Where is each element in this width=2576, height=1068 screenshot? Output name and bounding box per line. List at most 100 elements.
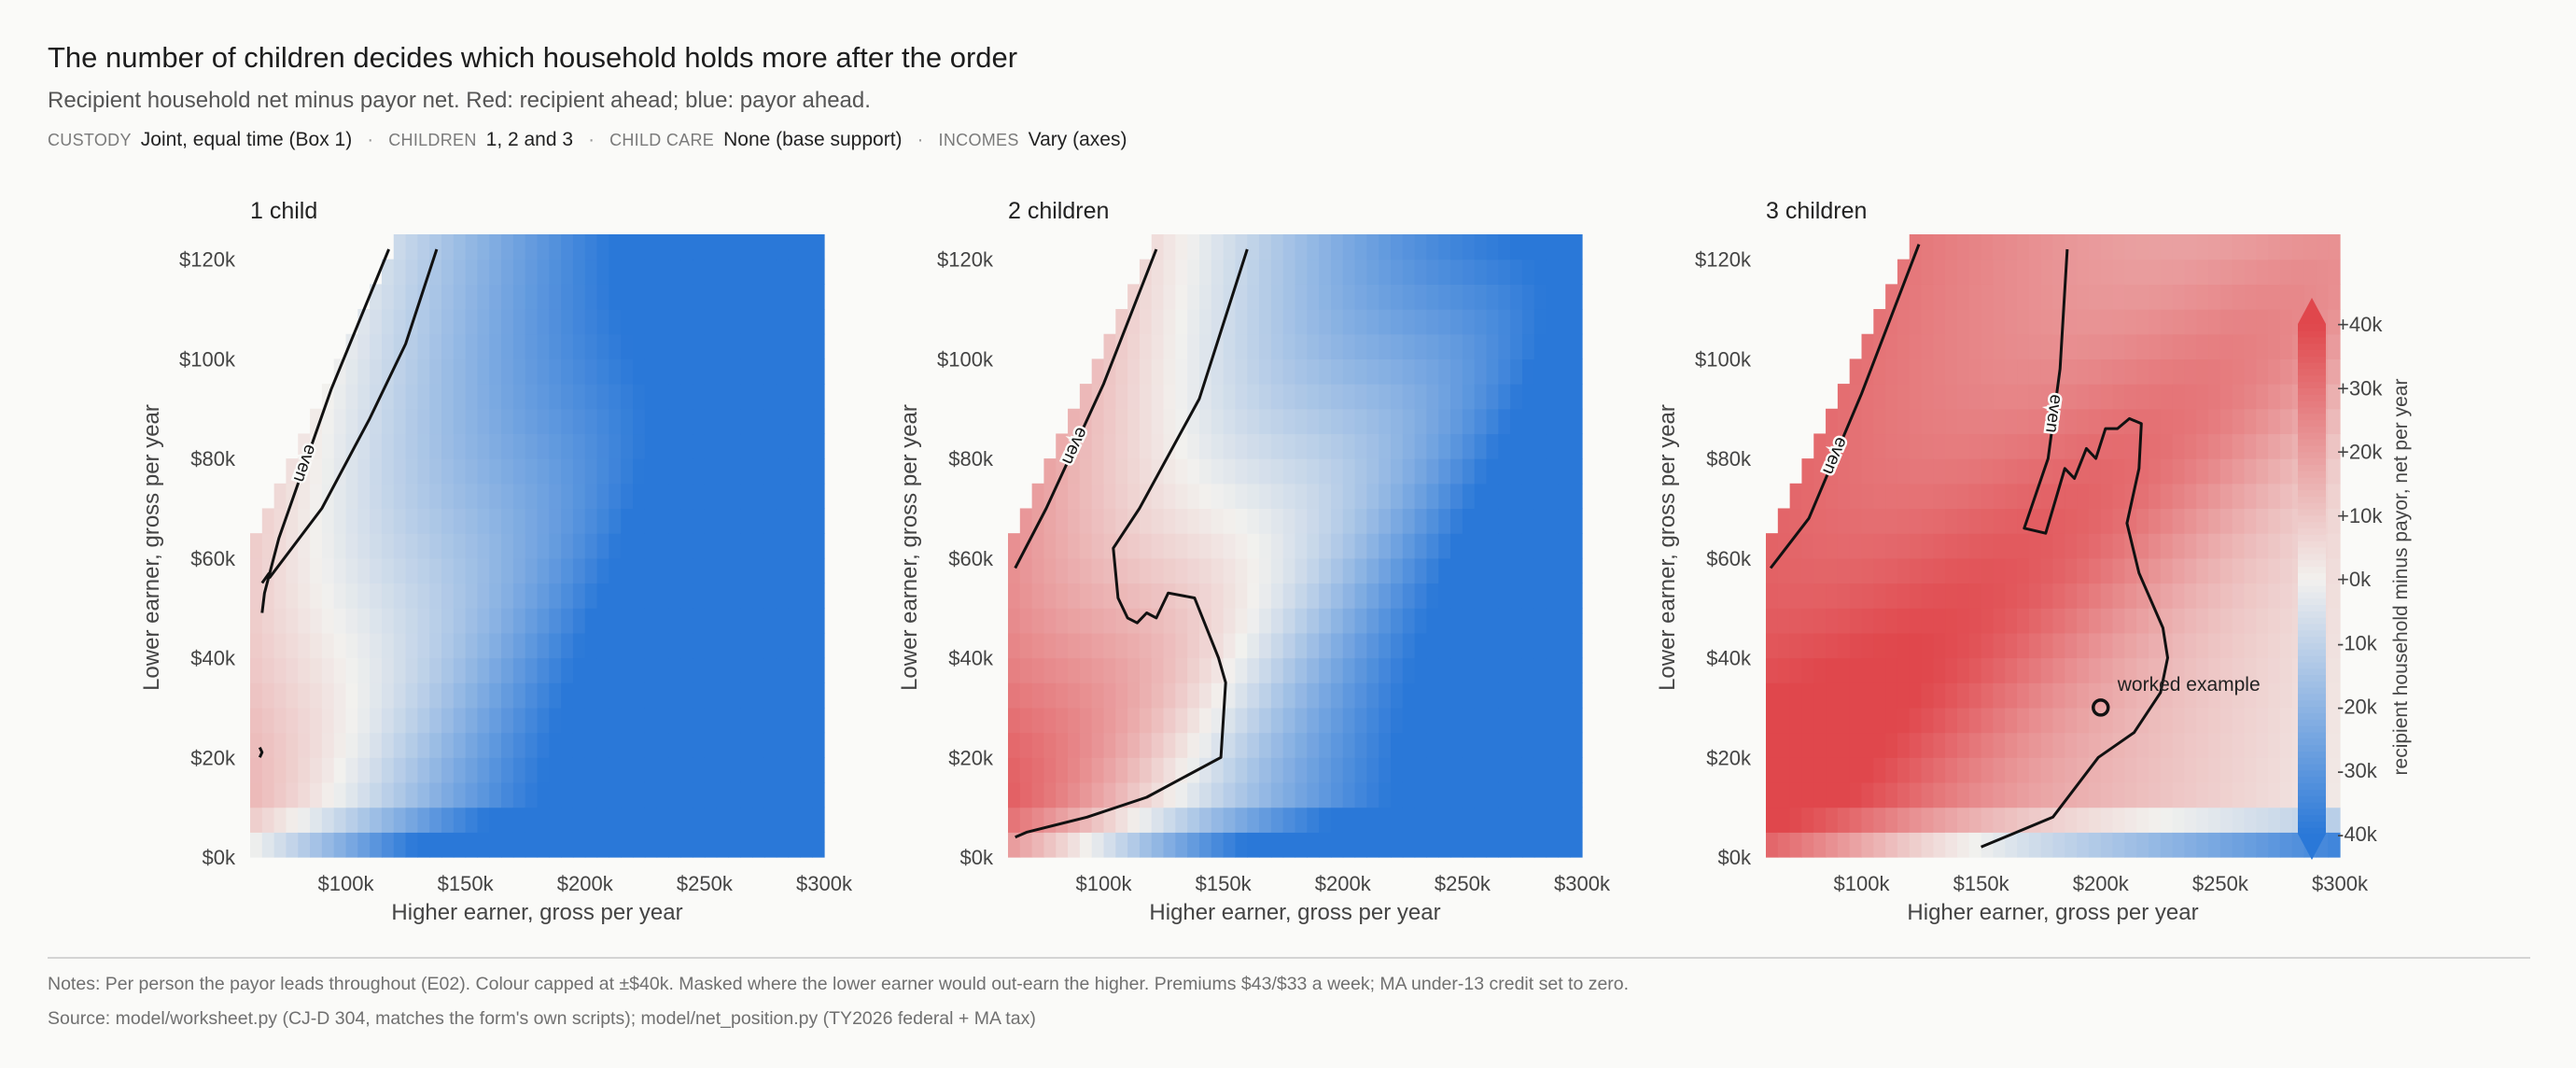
heatmap-cell [752,832,765,858]
heatmap-cell [1031,707,1045,734]
heatmap-cell [1945,583,1958,609]
heatmap-cell [1462,583,1476,609]
heatmap-cell [1175,807,1188,833]
heatmap-cell [1379,682,1392,709]
heatmap-cell [1391,284,1404,310]
heatmap-cell [1211,557,1225,584]
heatmap-cell [2244,358,2257,385]
heatmap-cell [1813,583,1827,609]
heatmap-cell [2077,682,2090,709]
heatmap-cell [1091,533,1105,559]
heatmap-cell [2100,632,2114,659]
heatmap-cell [453,781,467,808]
heatmap-cell [1498,832,1511,858]
heatmap-cell [273,632,287,659]
heatmap-cell [1849,583,1863,609]
heatmap-cell [1163,234,1176,260]
heatmap-cell [2232,458,2246,485]
heatmap-cell [537,608,550,634]
heatmap-cell [1259,508,1272,534]
heatmap-cell [1079,832,1093,858]
heatmap-cell [525,682,539,709]
heatmap-cell [1414,384,1428,410]
heatmap-cell [1873,583,1886,609]
heatmap-cell [1211,458,1225,485]
heatmap-cell [1295,284,1308,310]
heatmap-cell [1909,333,1923,359]
heatmap-cell [2040,284,2054,310]
heatmap-cell [357,533,371,559]
heatmap-cell [2100,557,2114,584]
heatmap-cell [1474,408,1488,435]
heatmap-cell [1366,483,1379,510]
heatmap-cell [1968,732,1982,758]
heatmap-cell [2149,508,2162,534]
heatmap-cell [776,408,790,435]
heatmap-cell [1295,234,1308,260]
heatmap-cell [1993,333,2006,359]
heatmap-cell [788,483,801,510]
heatmap-cell [1330,408,1344,435]
heatmap-cell [1957,757,1970,783]
heatmap-cell [512,682,526,709]
heatmap-cell [800,732,813,758]
colorbar-segment [2298,661,2326,669]
heatmap-cell [572,234,586,260]
heatmap-cell [1103,757,1116,783]
heatmap-cell [704,781,718,808]
heatmap-cell [1777,508,1791,534]
heatmap-cell [621,682,634,709]
heatmap-cell [2088,309,2102,335]
heatmap-cell [1008,608,1021,634]
heatmap-cell [1945,284,1958,310]
y-tick-label: $120k [179,248,236,272]
even-contour-line [260,248,390,613]
heatmap-cell [1127,557,1141,584]
y-tick-label: $120k [1695,248,1752,272]
heatmap-cell [1151,333,1165,359]
heatmap-cell [1139,358,1153,385]
heatmap-cell [512,309,526,335]
heatmap-cell [1187,807,1200,833]
colorbar-segment [2298,559,2326,568]
heatmap-cell [1056,781,1069,808]
heatmap-cell [2112,807,2125,833]
heatmap-cell [477,309,490,335]
heatmap-cell [381,483,395,510]
heatmap-cell [1379,433,1392,459]
heatmap-cell [1450,682,1463,709]
heatmap-cell [644,557,658,584]
heatmap-cell [1402,458,1416,485]
heatmap-cell [1295,632,1308,659]
heatmap-cell [512,583,526,609]
heatmap-cell [298,608,311,634]
heatmap-cell [2208,284,2221,310]
heatmap-cell [740,807,753,833]
heatmap-cell [393,557,407,584]
heatmap-cell [1115,458,1128,485]
heatmap-cell [633,458,646,485]
heatmap-cell [1546,433,1559,459]
heatmap-cell [465,657,479,683]
heatmap-cell [1247,732,1260,758]
heatmap-cell [693,433,706,459]
heatmap-cell [1175,682,1188,709]
heatmap-cell [345,807,358,833]
heatmap-cell [1307,807,1320,833]
heatmap-cell [1897,732,1911,758]
heatmap-cell [1510,358,1523,385]
heatmap-cell [1801,483,1814,510]
heatmap-cell [1826,583,1839,609]
heatmap-cell [357,757,371,783]
heatmap-cell [1330,284,1344,310]
heatmap-cell [501,384,514,410]
heatmap-cell [1438,557,1451,584]
heatmap-cell [2065,807,2078,833]
heatmap-cell [1993,557,2006,584]
colorbar-segment [2298,438,2326,446]
heatmap-cell [2112,433,2125,459]
heatmap-cell [1187,333,1200,359]
heatmap-cell [2196,732,2209,758]
heatmap-cell [2172,458,2186,485]
heatmap-cell [1968,682,1982,709]
